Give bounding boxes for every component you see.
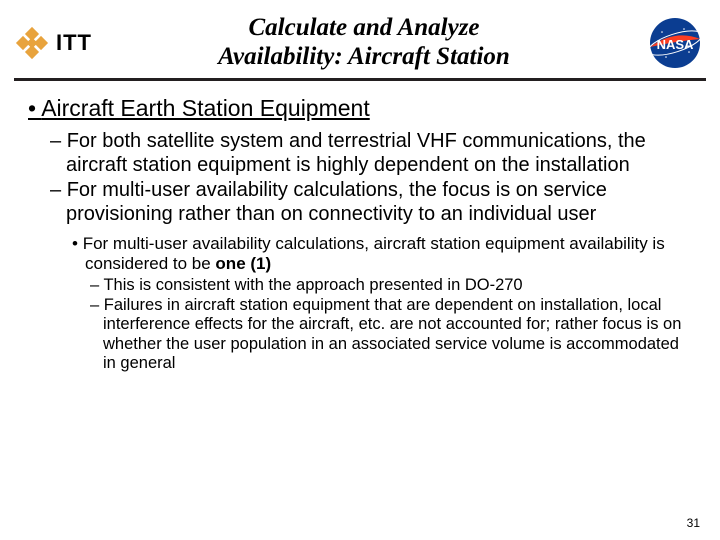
- svg-text:NASA: NASA: [657, 37, 694, 52]
- itt-logo-text: ITT: [56, 30, 92, 56]
- slide-header: ITT Calculate and Analyze Availability: …: [0, 0, 720, 78]
- bullet-l2: For multi-user availability calculations…: [50, 179, 692, 226]
- slide-content: Aircraft Earth Station Equipment For bot…: [0, 81, 720, 374]
- level3-list: For multi-user availability calculations…: [50, 234, 692, 373]
- itt-logo: ITT: [14, 25, 92, 61]
- nasa-logo: NASA: [636, 17, 706, 69]
- title-line-2: Availability: Aircraft Station: [92, 43, 636, 72]
- page-number: 31: [687, 516, 700, 530]
- level2-list: For both satellite system and terrestria…: [28, 130, 692, 374]
- content-heading: Aircraft Earth Station Equipment: [28, 95, 692, 122]
- bullet-l2: For both satellite system and terrestria…: [50, 130, 692, 177]
- title-line-1: Calculate and Analyze: [92, 14, 636, 43]
- bullet-l4: This is consistent with the approach pre…: [90, 276, 692, 295]
- bullet-l3-text: For multi-user availability calculations…: [83, 234, 665, 273]
- level4-list: This is consistent with the approach pre…: [72, 276, 692, 373]
- slide-title: Calculate and Analyze Availability: Airc…: [92, 14, 636, 72]
- nasa-logo-icon: NASA: [644, 17, 706, 69]
- bullet-l3: For multi-user availability calculations…: [72, 234, 692, 274]
- bullet-l3-bold: one (1): [215, 254, 271, 273]
- itt-logo-icon: [14, 25, 50, 61]
- bullet-l4: Failures in aircraft station equipment t…: [90, 296, 692, 374]
